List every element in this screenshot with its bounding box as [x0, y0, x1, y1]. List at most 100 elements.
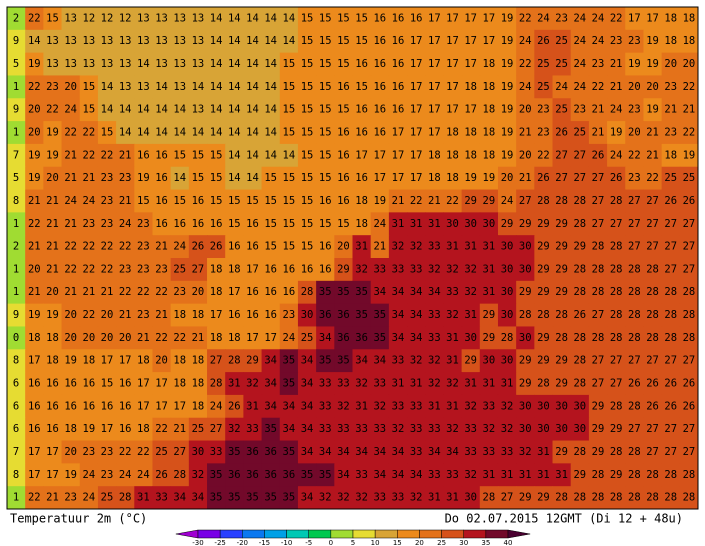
temp-cell: [188, 121, 208, 145]
temp-label: 21: [46, 195, 59, 207]
temp-cell: [152, 372, 172, 396]
temp-cell: [25, 29, 44, 54]
temp-label: 26: [592, 149, 605, 161]
temp-cell: [25, 143, 44, 168]
temp-label: 15: [337, 35, 350, 47]
temp-label: 32: [410, 241, 423, 253]
colorbar-segment: [264, 529, 287, 539]
temp-label: 33: [319, 423, 332, 435]
temp-cell: [207, 394, 226, 419]
temp-label: 9: [13, 104, 19, 116]
temp-cell: [370, 326, 390, 350]
temp-cell: [516, 121, 535, 145]
temp-label: 33: [410, 263, 423, 275]
temp-cell: [297, 52, 317, 76]
temp-label: 7: [13, 149, 19, 161]
temp-label: 14: [246, 35, 259, 47]
temp-cell: [497, 75, 517, 99]
colorbar-label: 0: [329, 539, 333, 546]
temp-label: 15: [301, 35, 314, 47]
temp-label: 33: [337, 423, 350, 435]
temp-label: 21: [519, 127, 532, 139]
temp-label: 36: [246, 446, 259, 458]
temp-label: 28: [592, 469, 605, 481]
temp-label: 26: [664, 378, 677, 390]
temp-label: 17: [410, 104, 423, 116]
temp-cell: [334, 52, 353, 76]
temp-label: 32: [392, 241, 405, 253]
temp-cell: [461, 189, 481, 213]
temp-cell: [516, 349, 535, 373]
temp-cell: [534, 417, 554, 442]
temp-label: 26: [664, 195, 677, 207]
temp-cell: [188, 303, 208, 327]
temp-label: 15: [355, 35, 368, 47]
temp-label: 20: [664, 58, 677, 70]
temp-label: 23: [537, 104, 550, 116]
temp-label: 16: [373, 104, 386, 116]
colorbar-label: -5: [305, 539, 312, 546]
temp-label: 22: [155, 332, 168, 344]
colorbar-label: 40: [504, 539, 513, 546]
temp-cell: [297, 29, 317, 54]
temp-cell: [352, 463, 372, 487]
temp-label: 16: [137, 149, 150, 161]
temp-cell: [534, 486, 554, 510]
temp-cell: [79, 143, 99, 168]
temp-cell: [643, 326, 663, 350]
temp-label: 24: [519, 35, 532, 47]
temp-label: 14: [228, 81, 241, 93]
temp-cell: [497, 52, 517, 76]
temp-label: 28: [301, 286, 314, 298]
temp-label: 14: [173, 104, 186, 116]
temp-label: 20: [155, 355, 168, 367]
temp-cell: [534, 372, 554, 396]
temp-cell: [370, 303, 390, 327]
temp-label: 33: [428, 241, 441, 253]
temp-label: 13: [46, 35, 59, 47]
temp-cell: [552, 143, 572, 168]
temp-cell: [388, 7, 408, 31]
temp-label: 29: [592, 400, 605, 412]
temp-cell: [188, 372, 208, 396]
temp-cell: [116, 440, 135, 464]
temp-label: 27: [173, 446, 186, 458]
temp-cell: [279, 463, 299, 487]
temp-cell: [97, 372, 117, 396]
temp-label: 13: [173, 58, 186, 70]
temp-label: 30: [537, 400, 550, 412]
temp-label: 24: [610, 104, 623, 116]
temp-label: 20: [46, 172, 59, 184]
temp-label: 29: [337, 263, 350, 275]
temp-label: 16: [228, 309, 241, 321]
temp-cell: [243, 258, 263, 282]
temp-label: 16: [155, 195, 168, 207]
temp-label: 15: [264, 195, 277, 207]
temp-label: 35: [246, 492, 259, 504]
temp-label: 34: [392, 309, 405, 321]
temp-label: 34: [301, 446, 314, 458]
temp-label: 29: [555, 218, 568, 230]
temp-cell: [316, 29, 335, 54]
temp-label: 27: [646, 218, 659, 230]
temp-label: 15: [283, 218, 296, 230]
temp-label: 28: [555, 492, 568, 504]
temp-cell: [625, 166, 644, 191]
temp-label: 20: [337, 241, 350, 253]
temp-label: 29: [537, 218, 550, 230]
temp-cell: [607, 258, 626, 282]
temp-cell: [370, 7, 390, 31]
temp-cell: [170, 349, 190, 373]
temp-label: 31: [501, 378, 514, 390]
temp-label: 26: [537, 172, 550, 184]
temp-label: 18: [464, 81, 477, 93]
temp-label: 33: [246, 423, 259, 435]
temp-label: 18: [83, 355, 96, 367]
temp-cell: [97, 189, 117, 213]
temp-cell: [388, 280, 408, 305]
temp-cell: [352, 486, 372, 510]
temp-label: 13: [46, 58, 59, 70]
temp-label: 29: [537, 263, 550, 275]
temp-label: 14: [246, 104, 259, 116]
temp-label: 28: [646, 492, 659, 504]
